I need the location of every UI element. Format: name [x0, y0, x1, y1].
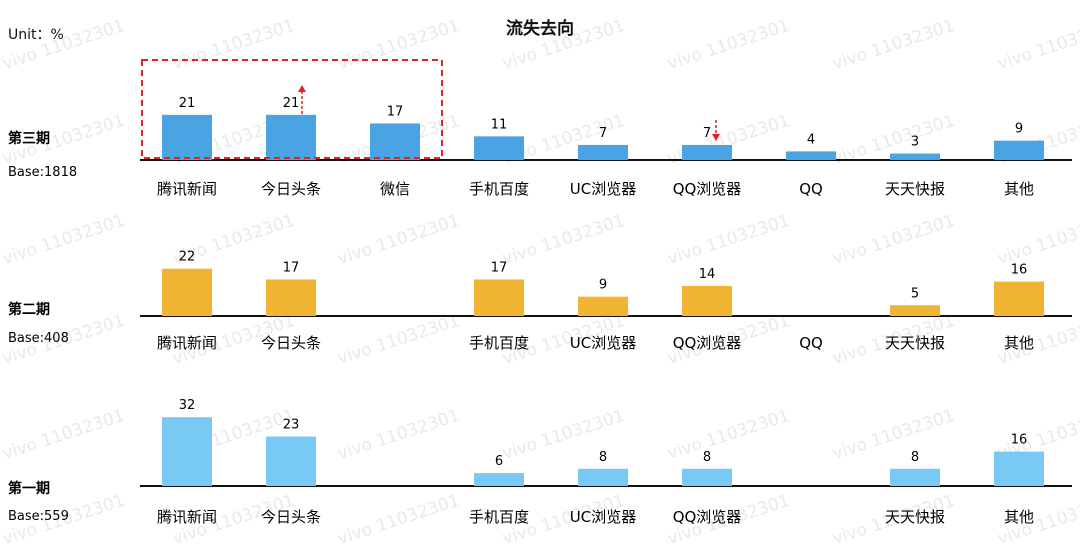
bar [266, 114, 316, 160]
data-label: 17 [387, 104, 404, 119]
data-label: 23 [283, 418, 300, 433]
data-label: 9 [1015, 122, 1023, 137]
category-tick-label: 其他 [1004, 508, 1034, 526]
period-label: 第一期 [8, 480, 50, 497]
bar [682, 468, 732, 486]
category-tick-label: 腾讯新闻 [157, 180, 217, 198]
category-tick-label: 手机百度 [469, 334, 529, 352]
category-tick-label: QQ浏览器 [673, 334, 742, 352]
category-tick-label: QQ [799, 334, 823, 352]
category-tick-label: 手机百度 [469, 180, 529, 198]
bar [682, 285, 732, 316]
category-tick-label: 天天快报 [885, 508, 945, 526]
bar [474, 473, 524, 486]
category-tick-label: 腾讯新闻 [157, 508, 217, 526]
data-label: 7 [703, 126, 711, 141]
data-label: 8 [703, 450, 711, 465]
bar [890, 153, 940, 160]
data-label: 21 [179, 96, 196, 111]
bar [578, 296, 628, 316]
bar [578, 468, 628, 486]
bar [890, 468, 940, 486]
data-label: 11 [491, 117, 508, 132]
category-tick-label: 今日头条 [261, 334, 321, 352]
bar [786, 151, 836, 160]
bar [162, 417, 212, 486]
base-label: Base:559 [8, 509, 69, 524]
data-label: 16 [1011, 433, 1028, 448]
data-label: 5 [911, 286, 919, 301]
category-tick-label: QQ浏览器 [673, 508, 742, 526]
data-label: 14 [699, 267, 716, 282]
data-label: 3 [911, 135, 919, 150]
data-label: 17 [283, 260, 300, 275]
chart-title: 流失去向 [506, 19, 574, 39]
bar [370, 123, 420, 160]
data-label: 8 [911, 450, 919, 465]
category-tick-label: 天天快报 [885, 180, 945, 198]
bar [994, 140, 1044, 160]
period-label: 第三期 [8, 130, 50, 147]
bar [162, 114, 212, 160]
bar [266, 436, 316, 486]
category-tick-label: 今日头条 [261, 508, 321, 526]
unit-label: Unit：% [8, 27, 64, 43]
bar [474, 279, 524, 316]
category-tick-label: UC浏览器 [570, 508, 636, 526]
data-label: 21 [283, 96, 300, 111]
bar [682, 144, 732, 160]
data-label: 4 [807, 132, 815, 147]
base-label: Base:408 [8, 331, 69, 346]
attrition-chart: 第三期 Base:1818 腾讯新闻 21 今日头条 21 微信 17 手机百度 11 UC浏览器 7… [8, 59, 1072, 526]
data-label: 17 [491, 260, 508, 275]
data-label: 6 [495, 454, 503, 469]
bar [578, 144, 628, 160]
data-label: 32 [179, 398, 196, 413]
category-tick-label: 其他 [1004, 180, 1034, 198]
up-arrow-head [298, 85, 306, 92]
category-tick-label: QQ浏览器 [673, 180, 742, 198]
data-label: 16 [1011, 263, 1028, 278]
data-label: 9 [599, 278, 607, 293]
category-tick-label: 其他 [1004, 334, 1034, 352]
base-label: Base:1818 [8, 165, 77, 180]
period-label: 第二期 [8, 301, 50, 318]
bar [474, 136, 524, 160]
down-arrow-head [712, 134, 720, 141]
data-label: 8 [599, 450, 607, 465]
category-tick-label: 今日头条 [261, 180, 321, 198]
bar [266, 279, 316, 316]
data-label: 22 [179, 250, 196, 265]
category-tick-label: UC浏览器 [570, 180, 636, 198]
bar [994, 451, 1044, 486]
bar [994, 281, 1044, 316]
bar [162, 268, 212, 316]
category-tick-label: UC浏览器 [570, 334, 636, 352]
highlight-box [141, 59, 443, 159]
category-tick-label: 腾讯新闻 [157, 334, 217, 352]
bar [890, 305, 940, 316]
category-tick-label: 微信 [380, 180, 410, 198]
category-tick-label: QQ [799, 180, 823, 198]
category-tick-label: 手机百度 [469, 508, 529, 526]
category-tick-label: 天天快报 [885, 334, 945, 352]
data-label: 7 [599, 126, 607, 141]
